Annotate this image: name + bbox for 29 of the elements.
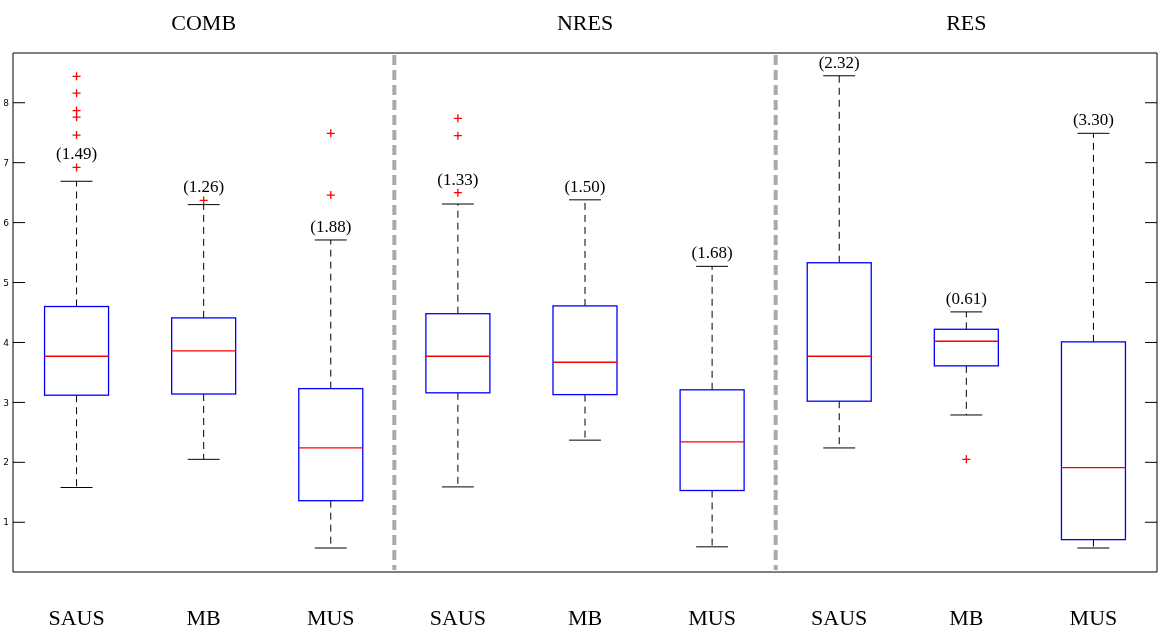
- x-tick-label: SAUS: [48, 605, 105, 630]
- x-tick-label: MB: [949, 605, 984, 630]
- annotation: (1.68): [691, 243, 733, 263]
- x-tick-label: SAUS: [811, 605, 868, 630]
- y-tick-label: 1: [3, 517, 9, 528]
- x-tick-label: MB: [186, 605, 221, 630]
- y-tick-label: 7: [3, 157, 9, 168]
- annotation: (1.88): [310, 216, 352, 236]
- x-tick-label: MB: [567, 605, 603, 630]
- y-tick-label: 2: [3, 457, 9, 468]
- x-tick-label: MUS: [1069, 605, 1118, 630]
- annotation: (0.61): [945, 288, 987, 308]
- chart-title: NRES: [556, 10, 614, 35]
- x-tick-label: SAUS: [429, 605, 487, 630]
- annotation: (2.32): [818, 52, 860, 72]
- chart-title: COMB: [171, 10, 237, 35]
- x-tick-label: MUS: [688, 605, 736, 630]
- y-tick-label: 3: [3, 397, 9, 408]
- x-tick-label: MUS: [306, 605, 355, 630]
- chart-title: RES: [946, 10, 987, 35]
- annotation: (1.33): [437, 169, 479, 189]
- y-tick-label: 6: [3, 217, 10, 228]
- y-tick-label: 5: [3, 277, 9, 288]
- annotation: (1.50): [564, 176, 606, 196]
- annotation: (3.30): [1072, 110, 1114, 130]
- annotation: (1.49): [56, 144, 98, 164]
- y-tick-label: 4: [3, 337, 10, 348]
- annotation: (1.26): [183, 177, 225, 197]
- y-tick-label: 8: [3, 97, 10, 108]
